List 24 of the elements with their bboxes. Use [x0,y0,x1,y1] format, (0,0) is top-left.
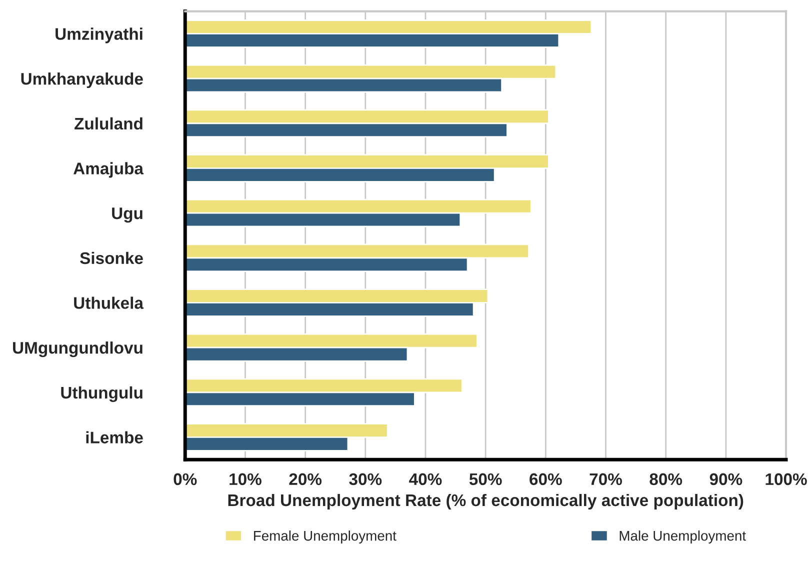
y-tick-label: iLembe [86,431,143,444]
x-tick-label: 10% [230,473,262,486]
y-tick-label: Uthukela [74,296,144,309]
x-tick-label: 40% [409,473,442,486]
y-tick-label: Sisonke [80,252,143,264]
y-tick-label: Umkhanyakude [21,72,143,88]
x-tick-label: 60% [530,473,562,486]
y-tick-label: Umzinyathi [56,28,142,44]
x-tick-label: 90% [710,473,742,486]
y-tick-label: Zululand [74,117,142,130]
x-tick-label: 50% [469,473,502,486]
y-tick-label: Uthungulu [61,386,142,402]
x-tick-label: 0% [174,473,197,486]
x-axis-title: Broad Unemployment Rate (% of economically active population) [228,494,744,510]
x-tick-label: 80% [650,473,682,486]
x-tick-label: 70% [590,473,622,486]
y-tick-label: UMgungundlovu [13,342,142,358]
y-tick-label: Ugu [112,208,142,223]
x-tick-label: 100% [766,473,807,486]
legend-label: Female Unemployment [254,530,396,544]
y-tick-label: Amajuba [74,162,144,178]
x-tick-label: 30% [349,473,382,486]
legend-label: Male Unemployment [620,530,746,544]
x-tick-label: 20% [289,473,322,486]
